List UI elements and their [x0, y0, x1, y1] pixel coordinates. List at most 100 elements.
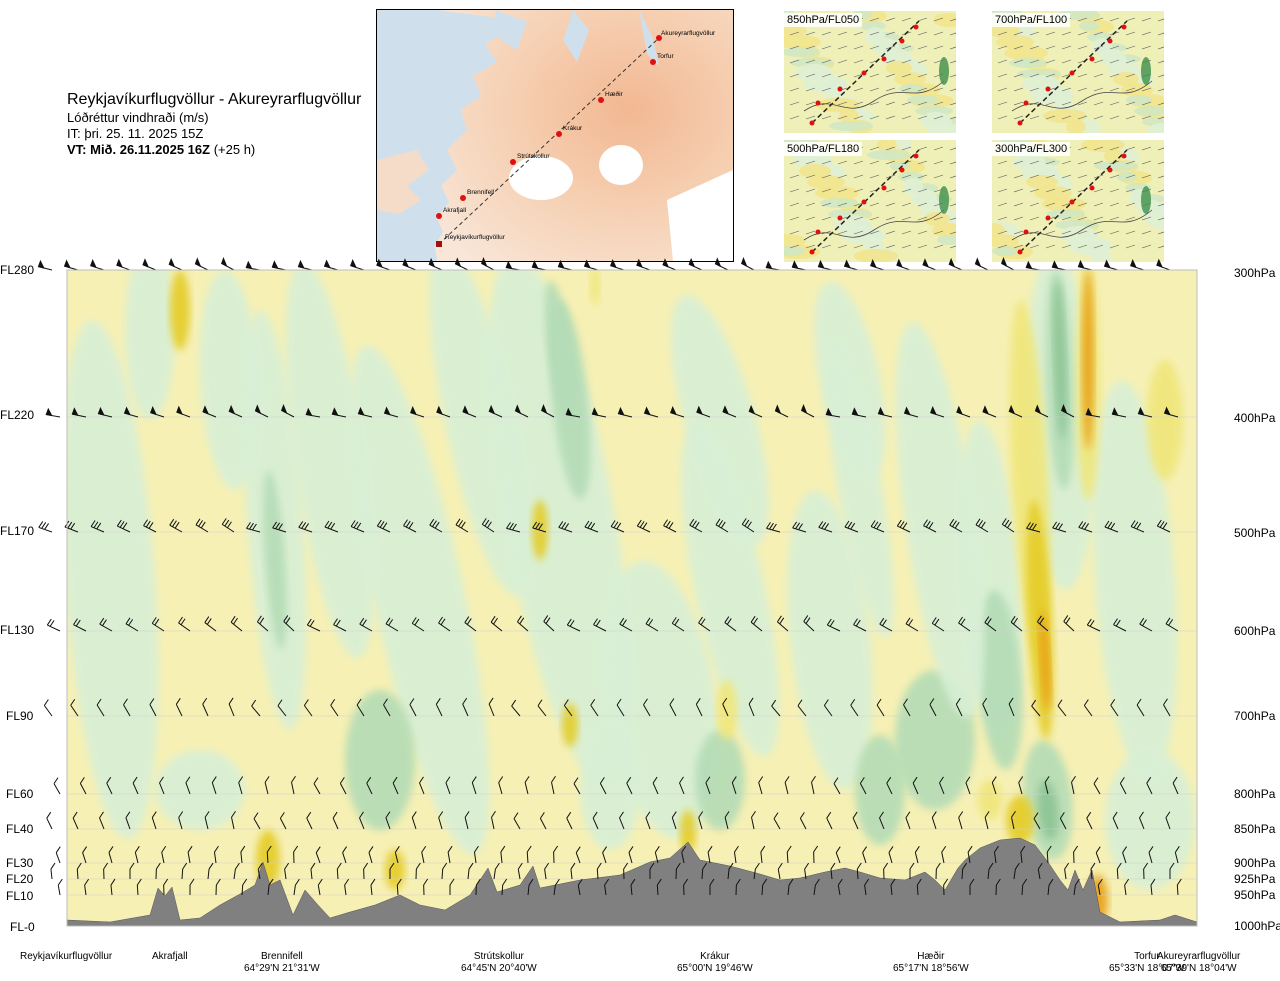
location-name: Hæðir	[917, 951, 945, 962]
vertical-velocity-field	[67, 270, 1195, 925]
wind-barb	[835, 846, 841, 864]
wind-barb	[330, 698, 339, 717]
velocity-contour-region	[977, 590, 1023, 770]
wind-barb	[941, 845, 947, 864]
wind-barb	[1112, 811, 1119, 830]
wind-barb	[108, 846, 114, 864]
wind-barb	[727, 862, 734, 880]
wind-barb	[1163, 406, 1179, 418]
wind-barb	[681, 845, 687, 864]
velocity-contour-region	[590, 270, 600, 305]
wind-barb	[168, 257, 183, 271]
wind-barb	[1047, 878, 1054, 896]
wind-barb	[1071, 775, 1076, 795]
wind-barb	[1139, 811, 1145, 830]
wind-barb	[599, 777, 607, 795]
wind-barb	[207, 862, 214, 880]
mini-map-700-graphic	[992, 11, 1164, 133]
fl-label: FL220	[0, 408, 35, 422]
wind-barb	[903, 406, 919, 418]
wind-barb	[1073, 845, 1079, 864]
wind-barb	[577, 878, 583, 896]
wind-barb	[467, 862, 474, 880]
wind-barb	[272, 521, 287, 533]
velocity-contour-region	[1105, 750, 1195, 890]
wind-barb	[592, 811, 599, 830]
velocity-contour-region	[385, 850, 405, 890]
wind-barb	[63, 259, 79, 271]
location-label: Strútskollur 64°45'N 20°40'W	[461, 951, 537, 975]
wind-barb	[628, 846, 634, 864]
wind-barb	[818, 521, 833, 533]
fl-label: FL60	[6, 787, 34, 801]
wind-barb	[455, 518, 469, 533]
wind-barb	[698, 811, 704, 830]
wind-barb	[784, 776, 790, 795]
wind-barb	[1165, 617, 1179, 632]
wind-barb	[1026, 522, 1041, 533]
wind-barb	[709, 878, 715, 895]
wind-barb	[163, 878, 169, 896]
wind-barb	[886, 776, 893, 795]
wind-barb	[79, 777, 87, 795]
wind-barb	[90, 259, 105, 271]
wind-barb	[575, 846, 581, 864]
wind-barb	[471, 776, 477, 795]
wind-barb	[1176, 878, 1182, 896]
wind-barb	[670, 406, 685, 418]
wind-barb	[342, 846, 348, 864]
route-map-graphic: Akureyrarflugvöllur Torfur Hæðir Krákur …	[377, 10, 733, 261]
location-label: Hæðir 65°17'N 18°56'W	[893, 951, 969, 975]
wind-barb	[498, 776, 504, 795]
wind-barb	[969, 878, 975, 895]
wind-barb	[187, 845, 193, 864]
wind-barb	[905, 811, 911, 830]
wind-barb	[411, 811, 417, 830]
mini-map-850: 850hPa/FL050	[784, 11, 956, 133]
wind-barb	[175, 698, 183, 717]
wind-barb	[741, 257, 755, 271]
wind-barb	[916, 878, 922, 896]
wind-barb	[707, 845, 713, 864]
wind-barb	[238, 776, 244, 795]
wind-barb	[833, 777, 841, 795]
wind-barb	[912, 776, 919, 795]
wind-barb	[429, 518, 443, 533]
location-coord: 64°45'N 20°40'W	[461, 963, 537, 974]
velocity-contour-region	[350, 345, 490, 855]
wind-barb	[445, 776, 451, 795]
wind-barb	[698, 616, 711, 632]
valid-time-line: VT: Mið. 26.11.2025 16Z (+25 h)	[67, 142, 361, 158]
wind-barb	[76, 862, 82, 880]
wind-barb	[903, 698, 911, 717]
location-name: Akureyrarflugvöllur	[1157, 951, 1241, 962]
wind-barb	[774, 404, 789, 418]
wind-barb	[376, 519, 391, 533]
wind-barb	[654, 846, 660, 864]
wind-barb	[643, 698, 651, 717]
wind-barb	[1001, 518, 1015, 533]
wind-barb	[671, 617, 685, 632]
wind-barb	[771, 699, 781, 717]
wind-barb	[965, 776, 971, 795]
wind-barb	[683, 878, 689, 896]
fl-label: FL30	[6, 856, 34, 870]
wind-barb	[787, 878, 794, 896]
wind-barb	[1031, 699, 1041, 717]
wind-barb	[896, 258, 911, 271]
velocity-contour-region	[680, 810, 696, 854]
wind-barb	[914, 846, 920, 864]
wind-barb	[449, 878, 455, 895]
mini-map-850-label: 850hPa/FL050	[784, 13, 863, 27]
wind-barb	[359, 811, 365, 830]
wind-barb	[888, 846, 894, 864]
wind-barb	[524, 776, 530, 795]
wind-barb	[473, 845, 479, 864]
wind-barb	[695, 698, 703, 717]
location-coord: 65°17'N 18°56'W	[893, 963, 969, 974]
wind-barb	[948, 257, 963, 271]
velocity-contour-region	[285, 270, 375, 659]
velocity-contour-region	[125, 270, 175, 420]
wind-barb	[142, 258, 157, 271]
wind-barb	[1156, 519, 1171, 533]
